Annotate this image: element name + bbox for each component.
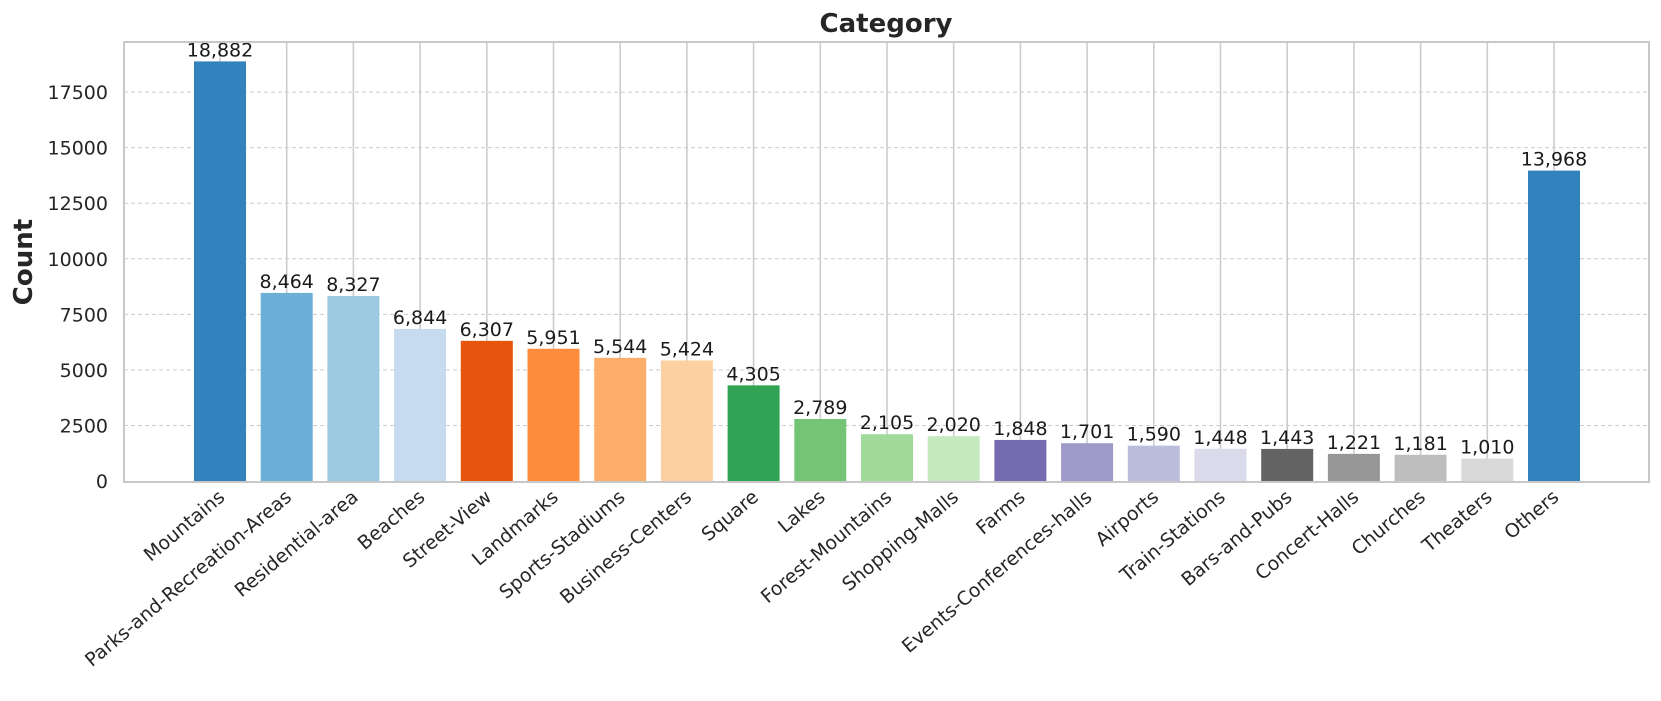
bar-value-label: 5,544 — [593, 336, 647, 358]
y-tick-label: 12500 — [48, 193, 108, 215]
bar-churches — [1394, 454, 1447, 481]
bar-events-conferences-halls — [1061, 443, 1114, 481]
x-tick-label: Shopping-Malls — [838, 486, 963, 596]
bars — [194, 61, 1580, 482]
bar-value-label: 1,221 — [1327, 432, 1381, 454]
x-tick-label: Theaters — [1417, 486, 1496, 557]
y-tick-label: 15000 — [48, 138, 108, 160]
x-axis-ticks: MountainsParks-and-Recreation-AreasResid… — [81, 486, 1563, 671]
bar-concert-halls — [1327, 453, 1380, 481]
bar-value-label: 4,305 — [726, 363, 780, 385]
bar-farms — [994, 439, 1047, 481]
y-tick-label: 10000 — [48, 249, 108, 271]
bar-value-label: 2,105 — [860, 412, 914, 434]
bar-value-label: 2,020 — [926, 414, 980, 436]
x-tick-label: Residential-area — [231, 486, 363, 602]
x-tick-label: Lakes — [774, 486, 830, 538]
bar-square — [727, 385, 780, 481]
bar-business-centers — [660, 360, 713, 481]
bar-residential-area — [327, 295, 380, 481]
bar-landmarks — [527, 348, 580, 481]
bar-value-label: 1,448 — [1193, 427, 1247, 449]
bar-value-label: 18,882 — [187, 39, 253, 61]
bar-value-label: 6,307 — [460, 319, 514, 341]
bar-value-label: 5,951 — [526, 327, 580, 349]
x-tick-label: Churches — [1348, 486, 1430, 560]
x-tick-label: Bars-and-Pubs — [1177, 486, 1296, 591]
bar-mountains — [194, 61, 246, 482]
bar-forest-mountains — [861, 434, 913, 481]
bar-value-label: 8,327 — [326, 274, 380, 296]
bar-value-label: 1,443 — [1260, 427, 1314, 449]
bar-value-label: 1,181 — [1393, 433, 1447, 455]
bar-bars-and-pubs — [1261, 448, 1314, 481]
y-tick-label: 5000 — [60, 360, 108, 382]
bar-value-label: 1,590 — [1127, 424, 1181, 446]
y-tick-label: 17500 — [48, 82, 108, 104]
plot-frame — [123, 41, 1650, 483]
bar-value-label: 8,464 — [259, 271, 313, 293]
y-tick-label: 2500 — [60, 415, 108, 437]
y-axis-ticks: 0 2500 5000 7500 10000 12500 15000 17500 — [48, 82, 108, 493]
y-tick-label: 7500 — [60, 304, 108, 326]
y-tick-label: 0 — [96, 471, 108, 493]
bar-others — [1528, 170, 1580, 481]
bar-value-label: 1,701 — [1060, 421, 1114, 443]
value-labels: 18,882 8,464 8,327 6,844 6,307 5,951 5,544 5,42… — [187, 39, 1587, 458]
bar-value-label: 1,848 — [993, 418, 1047, 440]
bar-shopping-malls — [927, 436, 980, 481]
bar-airports — [1127, 445, 1180, 481]
bar-lakes — [794, 419, 847, 481]
bar-train-stations — [1194, 448, 1247, 481]
bar-sports-stadiums — [594, 357, 647, 481]
x-tick-label: Others — [1500, 486, 1563, 544]
y-axis-label: Count — [9, 219, 39, 305]
bar-beaches — [394, 328, 447, 481]
x-tick-label: Square — [697, 486, 762, 546]
x-tick-label: Farms — [972, 486, 1030, 539]
bar-value-label: 1,010 — [1460, 437, 1514, 459]
chart-title: Category — [820, 9, 953, 39]
bar-value-label: 2,789 — [793, 397, 847, 419]
bar-street-view — [460, 340, 513, 481]
bar-value-label: 13,968 — [1521, 149, 1587, 171]
bar-value-label: 6,844 — [393, 307, 447, 329]
bar-theaters — [1461, 458, 1514, 481]
bar-value-label: 5,424 — [660, 338, 714, 360]
bar-parks-and-recreation-areas — [260, 292, 313, 481]
